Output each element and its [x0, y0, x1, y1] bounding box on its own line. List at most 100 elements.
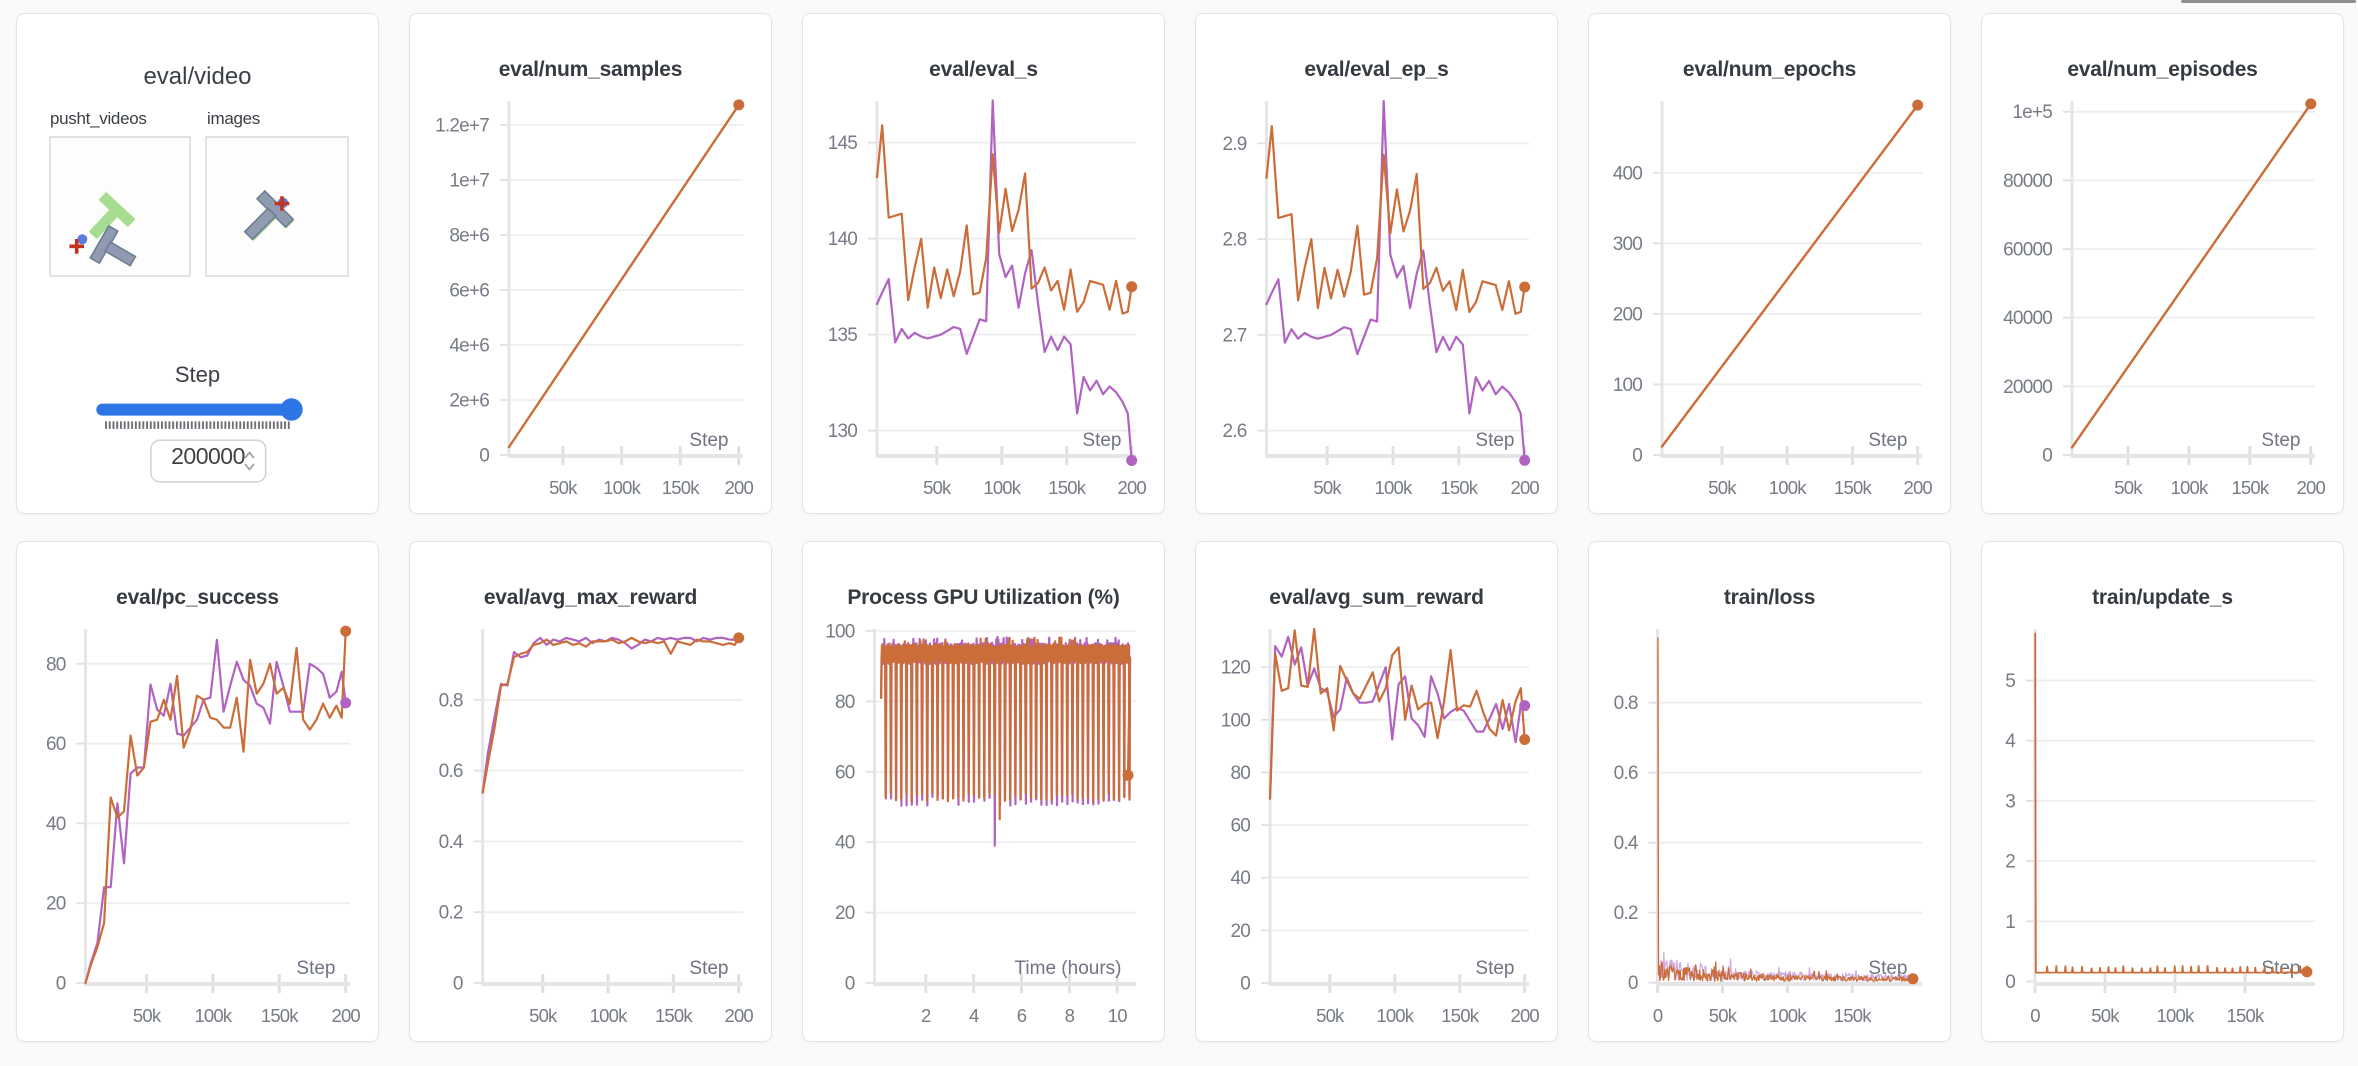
svg-text:1.2e+7: 1.2e+7 — [435, 115, 489, 136]
svg-text:8: 8 — [1064, 1005, 1074, 1026]
svg-text:0: 0 — [55, 973, 65, 994]
svg-text:150k: 150k — [1834, 477, 1872, 498]
svg-text:0: 0 — [2030, 1005, 2040, 1026]
svg-text:80: 80 — [1230, 762, 1250, 783]
svg-text:20: 20 — [45, 893, 65, 914]
svg-text:100k: 100k — [1768, 1005, 1806, 1026]
svg-text:60000: 60000 — [2003, 239, 2052, 260]
svg-text:0.2: 0.2 — [438, 902, 462, 923]
svg-text:Time (hours): Time (hours) — [1014, 958, 1121, 979]
svg-text:Step: Step — [1475, 958, 1514, 979]
svg-text:200: 200 — [2296, 477, 2325, 498]
svg-text:150k: 150k — [661, 477, 699, 498]
svg-text:1e+5: 1e+5 — [2012, 102, 2052, 123]
svg-text:145: 145 — [827, 133, 857, 154]
svg-text:0: 0 — [479, 445, 489, 466]
svg-text:0.6: 0.6 — [1613, 763, 1637, 784]
svg-text:0: 0 — [1240, 973, 1250, 994]
svg-text:130: 130 — [827, 421, 857, 442]
svg-text:80000: 80000 — [2003, 170, 2052, 191]
svg-text:150k: 150k — [1441, 1005, 1479, 1026]
svg-text:150k: 150k — [1440, 477, 1478, 498]
svg-text:3: 3 — [2005, 791, 2015, 812]
svg-text:2.6: 2.6 — [1222, 421, 1246, 442]
svg-text:50k: 50k — [2114, 477, 2143, 498]
svg-text:150k: 150k — [1833, 1005, 1871, 1026]
svg-text:60: 60 — [45, 734, 65, 755]
svg-text:50k: 50k — [1708, 477, 1737, 498]
svg-text:20: 20 — [1230, 920, 1250, 941]
svg-text:20: 20 — [834, 903, 854, 924]
svg-text:50k: 50k — [1316, 1005, 1345, 1026]
svg-text:135: 135 — [827, 325, 857, 346]
svg-text:Step: Step — [296, 958, 335, 979]
svg-text:Step: Step — [1475, 430, 1514, 451]
svg-text:40: 40 — [45, 813, 65, 834]
svg-text:1: 1 — [2005, 911, 2015, 932]
svg-text:Step: Step — [1868, 958, 1907, 979]
svg-text:150k: 150k — [654, 1005, 692, 1026]
svg-text:0: 0 — [452, 973, 462, 994]
svg-text:40: 40 — [834, 832, 854, 853]
svg-text:20000: 20000 — [2003, 376, 2052, 397]
svg-text:200: 200 — [1117, 477, 1146, 498]
svg-text:50k: 50k — [2091, 1005, 2120, 1026]
svg-text:6: 6 — [1016, 1005, 1026, 1026]
svg-text:200: 200 — [1510, 477, 1539, 498]
svg-text:120: 120 — [1220, 657, 1250, 678]
svg-text:4: 4 — [968, 1005, 978, 1026]
svg-text:80: 80 — [45, 654, 65, 675]
svg-text:100k: 100k — [589, 1005, 627, 1026]
svg-text:80: 80 — [834, 691, 854, 712]
svg-text:100k: 100k — [983, 477, 1021, 498]
svg-text:0.8: 0.8 — [1613, 693, 1637, 714]
svg-text:200: 200 — [1510, 1005, 1539, 1026]
svg-text:0: 0 — [1627, 973, 1637, 994]
svg-text:200: 200 — [1612, 304, 1642, 325]
svg-text:4: 4 — [2005, 731, 2016, 752]
svg-text:100k: 100k — [1768, 477, 1806, 498]
svg-text:50k: 50k — [1708, 1005, 1737, 1026]
svg-text:2: 2 — [2005, 851, 2015, 872]
svg-text:100k: 100k — [603, 477, 641, 498]
svg-text:2.7: 2.7 — [1222, 325, 1246, 346]
svg-text:200: 200 — [724, 477, 753, 498]
svg-text:150k: 150k — [2231, 477, 2269, 498]
svg-text:200000: 200000 — [171, 443, 245, 469]
svg-text:Step: Step — [689, 430, 728, 451]
svg-text:0.4: 0.4 — [438, 831, 463, 852]
svg-text:100k: 100k — [194, 1005, 232, 1026]
svg-text:50k: 50k — [923, 477, 952, 498]
svg-text:300: 300 — [1612, 233, 1642, 254]
svg-text:40000: 40000 — [2003, 308, 2052, 329]
svg-text:100k: 100k — [2156, 1005, 2194, 1026]
svg-text:0: 0 — [2042, 445, 2052, 466]
svg-text:10: 10 — [1107, 1005, 1126, 1026]
svg-text:0.8: 0.8 — [438, 690, 462, 711]
svg-text:200: 200 — [331, 1005, 360, 1026]
svg-text:100k: 100k — [1376, 1005, 1414, 1026]
svg-text:150k: 150k — [260, 1005, 298, 1026]
svg-text:50k: 50k — [549, 477, 578, 498]
svg-text:1e+7: 1e+7 — [449, 170, 489, 191]
svg-text:Step: Step — [689, 958, 728, 979]
svg-text:60: 60 — [1230, 815, 1250, 836]
svg-text:100: 100 — [1612, 374, 1642, 395]
svg-text:2.8: 2.8 — [1222, 229, 1246, 250]
svg-text:0: 0 — [2005, 972, 2015, 993]
svg-text:0.4: 0.4 — [1613, 833, 1638, 854]
svg-text:100k: 100k — [2170, 477, 2208, 498]
svg-text:100: 100 — [1220, 710, 1250, 731]
svg-text:2.9: 2.9 — [1222, 133, 1246, 154]
svg-text:150k: 150k — [2226, 1005, 2264, 1026]
svg-text:Step: Step — [1082, 430, 1121, 451]
svg-text:50k: 50k — [529, 1005, 558, 1026]
svg-text:0: 0 — [1652, 1005, 1662, 1026]
svg-text:2e+6: 2e+6 — [449, 390, 489, 411]
svg-text:100: 100 — [825, 621, 855, 642]
svg-text:4e+6: 4e+6 — [449, 335, 489, 356]
svg-text:Step: Step — [2261, 430, 2300, 451]
svg-text:100k: 100k — [1374, 477, 1412, 498]
svg-text:5: 5 — [2005, 671, 2015, 692]
svg-text:140: 140 — [827, 229, 857, 250]
